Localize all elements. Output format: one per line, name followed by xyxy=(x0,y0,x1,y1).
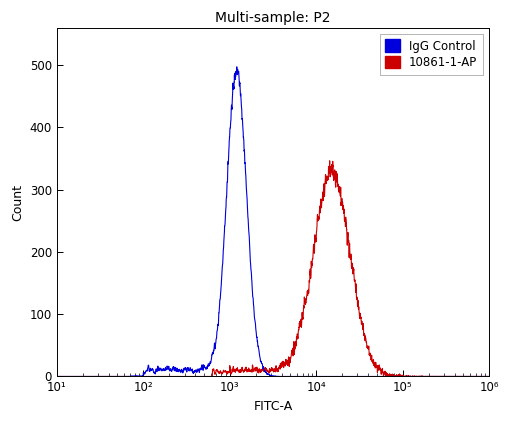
Y-axis label: Count: Count xyxy=(11,184,24,220)
Title: Multi-sample: P2: Multi-sample: P2 xyxy=(215,11,330,25)
X-axis label: FITC-A: FITC-A xyxy=(253,400,292,413)
Legend: IgG Control, 10861-1-AP: IgG Control, 10861-1-AP xyxy=(379,33,483,75)
